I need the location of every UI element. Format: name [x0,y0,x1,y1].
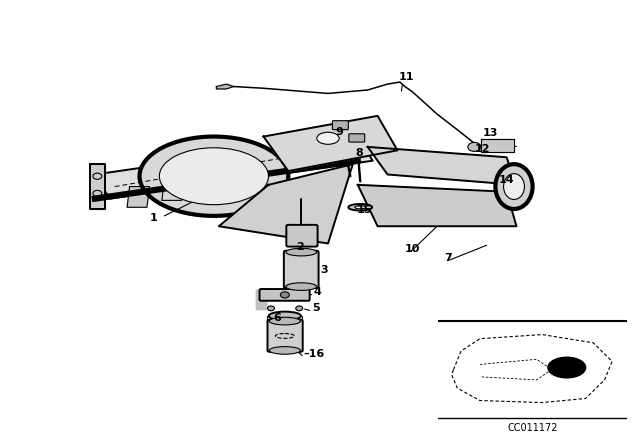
FancyBboxPatch shape [332,121,348,129]
Text: 1: 1 [150,213,157,223]
Circle shape [280,292,289,298]
Text: 15: 15 [356,206,372,215]
Ellipse shape [286,248,317,256]
Text: 12: 12 [474,144,490,154]
Text: 14: 14 [499,175,515,185]
FancyBboxPatch shape [284,251,319,288]
FancyBboxPatch shape [268,320,303,352]
Circle shape [296,306,303,311]
Polygon shape [358,185,516,226]
Polygon shape [162,180,184,200]
Ellipse shape [495,164,532,209]
Circle shape [468,142,481,151]
Text: 8: 8 [355,147,363,158]
Text: 4: 4 [313,287,321,297]
Polygon shape [216,84,234,89]
Ellipse shape [269,317,300,325]
Circle shape [548,357,586,378]
Circle shape [268,306,275,311]
Ellipse shape [269,312,301,320]
Text: 2: 2 [296,242,303,252]
Ellipse shape [159,148,269,205]
Polygon shape [127,186,150,207]
Ellipse shape [355,206,365,209]
Ellipse shape [269,347,300,354]
FancyBboxPatch shape [349,134,365,142]
Polygon shape [256,290,266,309]
Text: 10: 10 [405,244,420,254]
Ellipse shape [504,174,524,199]
Ellipse shape [317,132,339,144]
Text: 3: 3 [321,265,328,275]
Ellipse shape [140,137,288,216]
Polygon shape [219,164,353,244]
Text: 5: 5 [312,303,320,313]
FancyBboxPatch shape [260,289,310,301]
Text: –16: –16 [303,349,324,359]
Text: 7: 7 [445,253,452,263]
Polygon shape [264,116,397,171]
Ellipse shape [286,283,317,290]
Polygon shape [90,164,105,209]
Polygon shape [481,139,514,152]
Text: 9: 9 [335,127,343,137]
Text: 11: 11 [399,72,415,82]
Text: 13: 13 [483,128,498,138]
Text: 6: 6 [273,313,282,323]
Polygon shape [95,137,372,198]
Ellipse shape [348,204,372,211]
FancyBboxPatch shape [286,225,317,246]
Text: CC011172: CC011172 [508,423,558,433]
Polygon shape [367,147,516,185]
